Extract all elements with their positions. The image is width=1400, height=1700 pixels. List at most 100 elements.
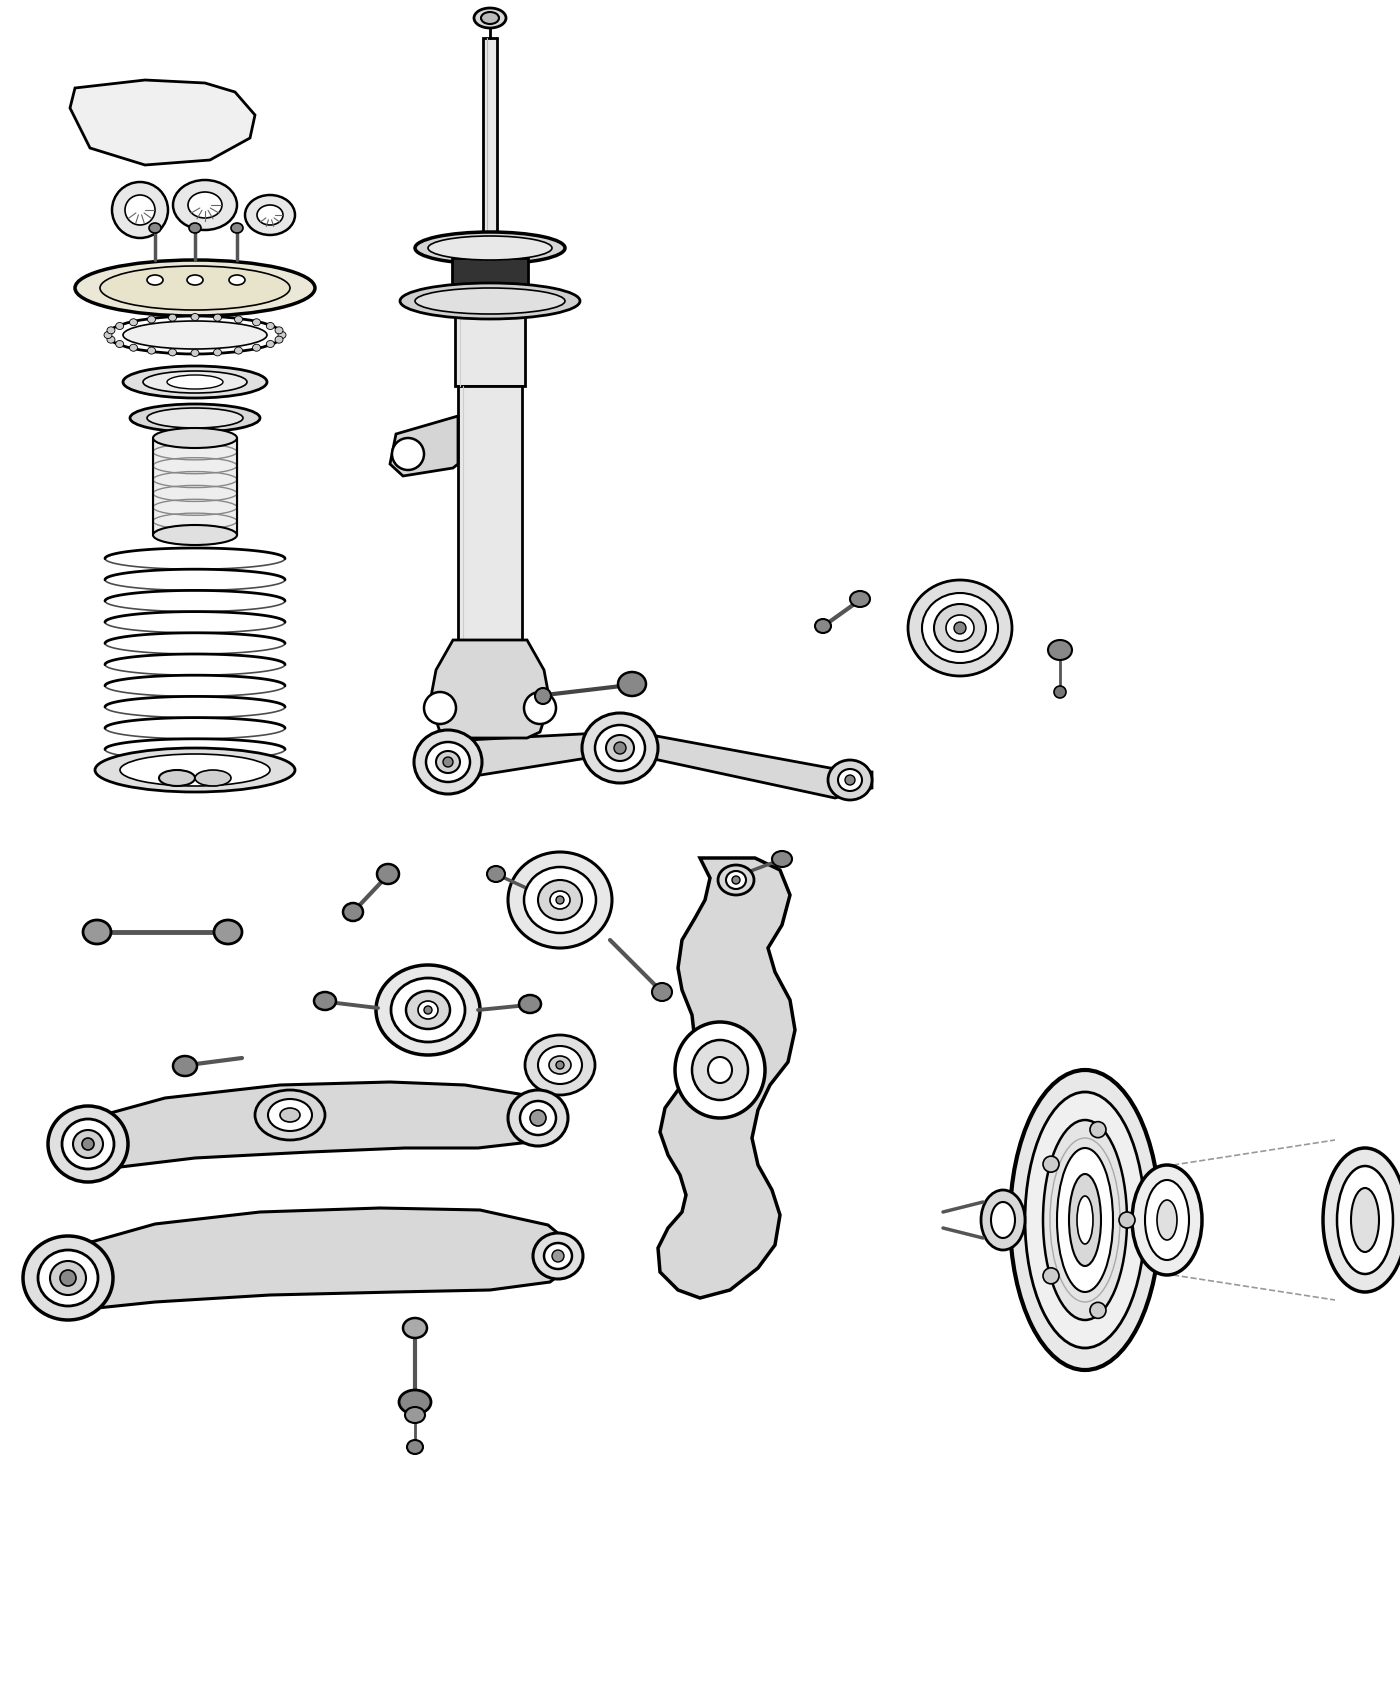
- Ellipse shape: [550, 891, 570, 910]
- Ellipse shape: [839, 768, 862, 790]
- Ellipse shape: [1043, 1120, 1127, 1319]
- Ellipse shape: [414, 729, 482, 794]
- Ellipse shape: [815, 619, 832, 632]
- Ellipse shape: [62, 1119, 113, 1170]
- Ellipse shape: [168, 314, 176, 321]
- Ellipse shape: [116, 323, 123, 330]
- Ellipse shape: [827, 760, 872, 801]
- Ellipse shape: [230, 275, 245, 286]
- Ellipse shape: [60, 1270, 76, 1285]
- Ellipse shape: [104, 332, 112, 338]
- Ellipse shape: [909, 580, 1012, 677]
- Ellipse shape: [266, 340, 274, 347]
- Ellipse shape: [235, 347, 242, 354]
- Ellipse shape: [617, 672, 645, 695]
- Ellipse shape: [153, 525, 237, 546]
- Ellipse shape: [1077, 1197, 1093, 1244]
- Ellipse shape: [407, 1440, 423, 1453]
- Ellipse shape: [38, 1250, 98, 1306]
- Ellipse shape: [424, 692, 456, 724]
- Ellipse shape: [391, 977, 465, 1042]
- Ellipse shape: [106, 337, 115, 343]
- Ellipse shape: [195, 770, 231, 785]
- Ellipse shape: [245, 196, 295, 235]
- Ellipse shape: [1091, 1302, 1106, 1319]
- Ellipse shape: [1009, 1069, 1161, 1370]
- Ellipse shape: [106, 316, 283, 354]
- Polygon shape: [57, 1209, 573, 1311]
- Ellipse shape: [120, 755, 270, 785]
- Ellipse shape: [727, 870, 746, 889]
- Ellipse shape: [116, 340, 123, 347]
- Ellipse shape: [279, 332, 286, 338]
- Ellipse shape: [190, 350, 199, 357]
- Polygon shape: [85, 1081, 547, 1171]
- Ellipse shape: [1070, 1175, 1100, 1266]
- Bar: [458, 386, 522, 639]
- Ellipse shape: [508, 852, 612, 949]
- Ellipse shape: [531, 1110, 546, 1125]
- Ellipse shape: [280, 1108, 300, 1122]
- Ellipse shape: [442, 756, 454, 767]
- Ellipse shape: [214, 314, 221, 321]
- Ellipse shape: [1323, 1148, 1400, 1292]
- Ellipse shape: [129, 343, 137, 352]
- Ellipse shape: [535, 688, 552, 704]
- Ellipse shape: [147, 275, 162, 286]
- Polygon shape: [658, 858, 795, 1299]
- Ellipse shape: [1145, 1180, 1189, 1260]
- Ellipse shape: [1091, 1122, 1106, 1137]
- Ellipse shape: [692, 1040, 748, 1100]
- Ellipse shape: [846, 775, 855, 785]
- Ellipse shape: [533, 1232, 582, 1278]
- Ellipse shape: [314, 993, 336, 1010]
- Ellipse shape: [147, 408, 244, 428]
- Ellipse shape: [231, 223, 244, 233]
- Ellipse shape: [106, 326, 115, 333]
- Ellipse shape: [392, 439, 424, 469]
- Ellipse shape: [190, 313, 199, 321]
- Ellipse shape: [83, 920, 111, 944]
- Ellipse shape: [267, 1098, 312, 1130]
- Ellipse shape: [214, 920, 242, 944]
- Ellipse shape: [214, 348, 221, 355]
- Ellipse shape: [981, 1190, 1025, 1250]
- Ellipse shape: [1043, 1268, 1058, 1284]
- Ellipse shape: [1043, 1156, 1058, 1173]
- Ellipse shape: [252, 320, 260, 326]
- Ellipse shape: [419, 1001, 438, 1018]
- Ellipse shape: [343, 903, 363, 921]
- Ellipse shape: [147, 347, 155, 354]
- Ellipse shape: [538, 1046, 582, 1085]
- Ellipse shape: [399, 1391, 431, 1414]
- Ellipse shape: [50, 1261, 85, 1295]
- Ellipse shape: [258, 206, 283, 224]
- Ellipse shape: [426, 741, 470, 782]
- Ellipse shape: [1049, 639, 1072, 660]
- Ellipse shape: [48, 1107, 127, 1182]
- Ellipse shape: [475, 8, 505, 27]
- Ellipse shape: [606, 734, 634, 762]
- Polygon shape: [391, 416, 458, 476]
- Ellipse shape: [615, 741, 626, 755]
- Ellipse shape: [732, 876, 741, 884]
- Ellipse shape: [147, 316, 155, 323]
- Ellipse shape: [274, 326, 283, 333]
- Ellipse shape: [519, 994, 540, 1013]
- Ellipse shape: [95, 748, 295, 792]
- Polygon shape: [99, 94, 232, 143]
- Ellipse shape: [582, 712, 658, 784]
- Ellipse shape: [414, 287, 566, 314]
- Ellipse shape: [850, 592, 869, 607]
- Ellipse shape: [125, 196, 155, 224]
- Ellipse shape: [1054, 687, 1065, 699]
- Ellipse shape: [923, 593, 998, 663]
- Ellipse shape: [556, 896, 564, 904]
- Ellipse shape: [188, 192, 223, 218]
- Ellipse shape: [400, 282, 580, 320]
- Ellipse shape: [143, 371, 246, 393]
- Ellipse shape: [524, 692, 556, 724]
- Ellipse shape: [1057, 1148, 1113, 1292]
- Ellipse shape: [1337, 1166, 1393, 1273]
- Ellipse shape: [652, 983, 672, 1001]
